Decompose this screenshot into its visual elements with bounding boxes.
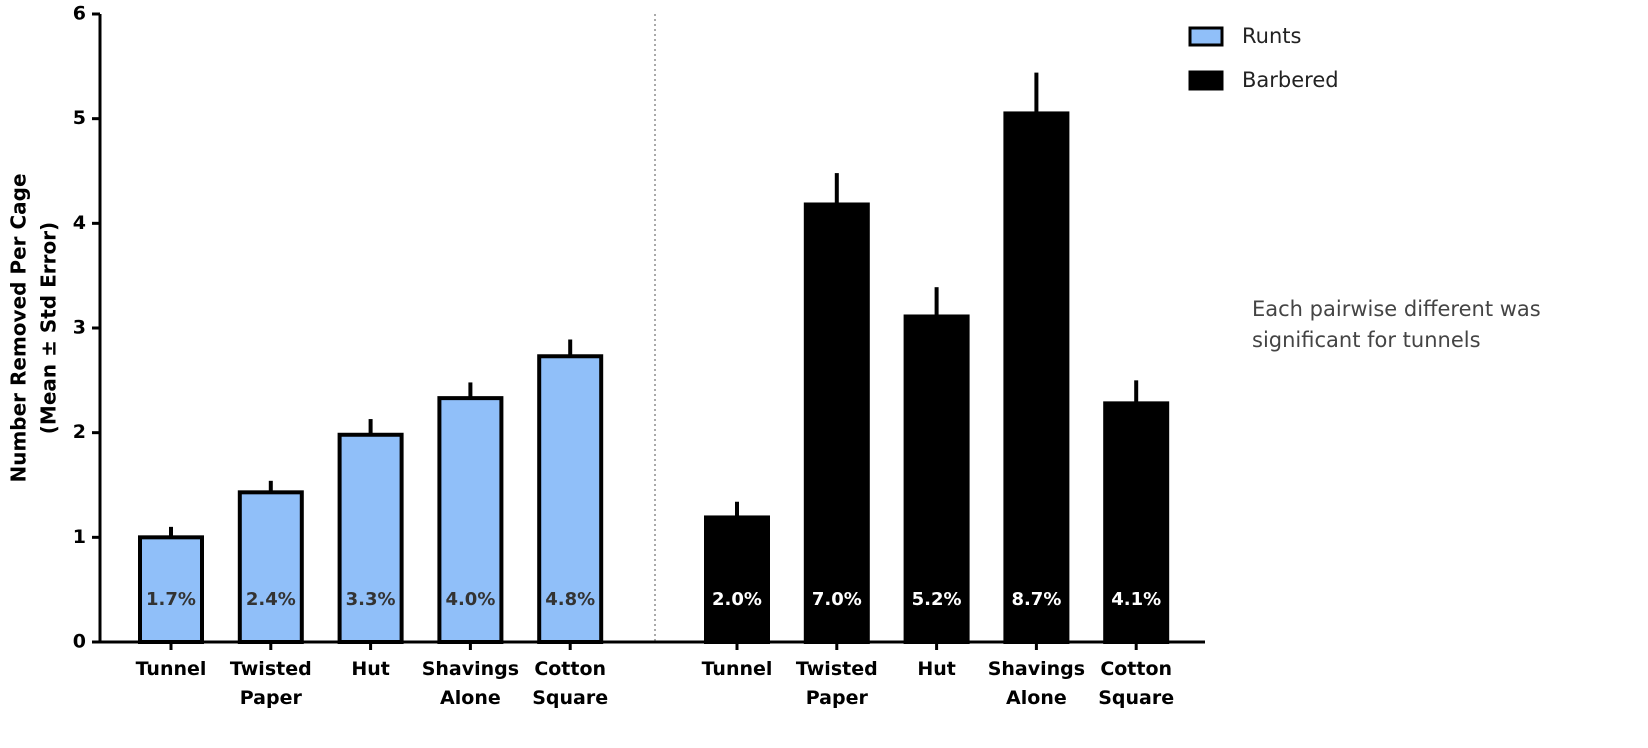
x-tick-label: Twisted Paper xyxy=(229,658,312,709)
x-tick-label: Tunnel xyxy=(701,658,773,680)
bar-label: 4.8% xyxy=(545,589,595,610)
bar xyxy=(237,490,304,644)
bar xyxy=(803,202,870,644)
y-tick-label: 5 xyxy=(73,107,86,129)
y-axis-label: Number Removed Per Cage xyxy=(7,173,31,482)
bar xyxy=(337,432,404,645)
legend-swatch xyxy=(1188,26,1224,47)
bar-label: 3.3% xyxy=(346,589,396,610)
x-tick-label: Twisted Paper xyxy=(795,658,878,709)
legend-label: Barbered xyxy=(1242,68,1339,92)
bar xyxy=(138,535,204,644)
legend-label: Runts xyxy=(1242,24,1301,48)
bar xyxy=(903,314,970,644)
x-tick-label: Shavings Alone xyxy=(421,658,520,709)
bar-label: 2.4% xyxy=(246,589,296,610)
bar-label: 4.0% xyxy=(445,589,495,610)
x-tick-label: Hut xyxy=(351,658,390,680)
bar-label: 2.0% xyxy=(712,589,762,610)
bar-label: 7.0% xyxy=(812,589,862,610)
bar-label: 4.1% xyxy=(1111,589,1161,610)
x-tick-label: Shavings Alone xyxy=(987,658,1086,709)
bar-label: 5.2% xyxy=(912,589,962,610)
x-tick-label: Tunnel xyxy=(135,658,207,680)
y-axis-label: (Mean ± Std Error) xyxy=(37,222,61,434)
y-tick-label: 0 xyxy=(73,631,86,653)
y-tick-label: 3 xyxy=(73,317,86,339)
bar-label: 8.7% xyxy=(1011,589,1061,610)
x-tick-label: Cotton Square xyxy=(1098,658,1175,709)
bar xyxy=(537,354,604,644)
legend-swatch xyxy=(1188,70,1224,91)
bar xyxy=(1003,111,1070,644)
y-tick-label: 4 xyxy=(73,212,86,234)
bar-label: 1.7% xyxy=(146,589,196,610)
y-tick-label: 2 xyxy=(73,421,86,443)
annotation: Each pairwise different was significant … xyxy=(1252,297,1541,352)
x-tick-label: Hut xyxy=(917,658,956,680)
x-tick-label: Cotton Square xyxy=(532,658,609,709)
bar xyxy=(704,515,770,644)
y-tick-label: 6 xyxy=(73,3,86,25)
y-tick-label: 1 xyxy=(73,526,86,548)
